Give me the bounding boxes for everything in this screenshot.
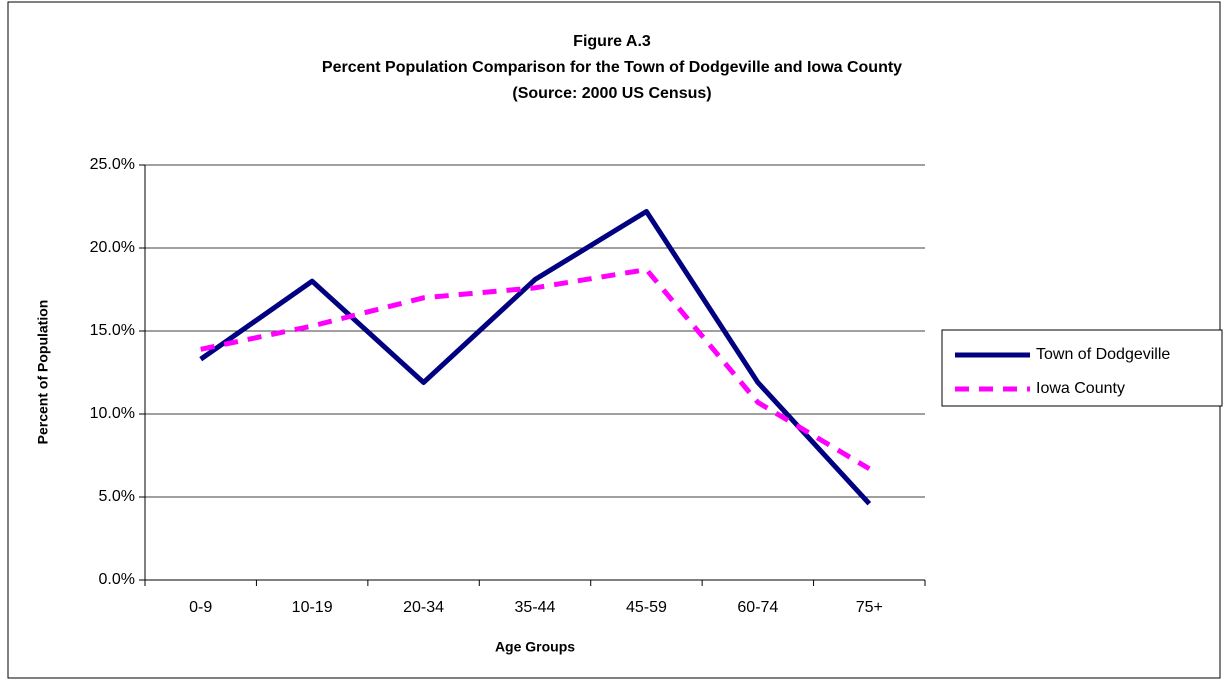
legend-label: Town of Dodgeville <box>1036 346 1170 363</box>
x-tick-label: 0-9 <box>189 599 212 616</box>
series-line <box>200 267 871 471</box>
series-line <box>199 208 872 506</box>
chart-source: (Source: 2000 US Census) <box>512 85 711 102</box>
x-tick-label: 45-59 <box>626 599 667 616</box>
x-tick-label: 75+ <box>856 599 883 616</box>
y-tick-label: 20.0% <box>90 239 135 256</box>
y-tick-label: 5.0% <box>99 488 135 505</box>
y-tick-label: 25.0% <box>90 156 135 173</box>
chart-subtitle: Percent Population Comparison for the To… <box>322 59 902 76</box>
y-tick-label: 0.0% <box>99 571 135 588</box>
x-tick-label: 35-44 <box>515 599 556 616</box>
x-tick-label: 60-74 <box>737 599 778 616</box>
x-tick-label: 10-19 <box>292 599 333 616</box>
x-axis-label: Age Groups <box>495 639 575 655</box>
y-tick-label: 15.0% <box>90 322 135 339</box>
x-tick-label: 20-34 <box>403 599 444 616</box>
chart-title: Figure A.3 <box>573 33 651 50</box>
legend <box>941 329 1223 407</box>
y-axis-label: Percent of Population <box>35 300 51 445</box>
legend-label: Iowa County <box>1036 380 1125 397</box>
y-tick-label: 10.0% <box>90 405 135 422</box>
